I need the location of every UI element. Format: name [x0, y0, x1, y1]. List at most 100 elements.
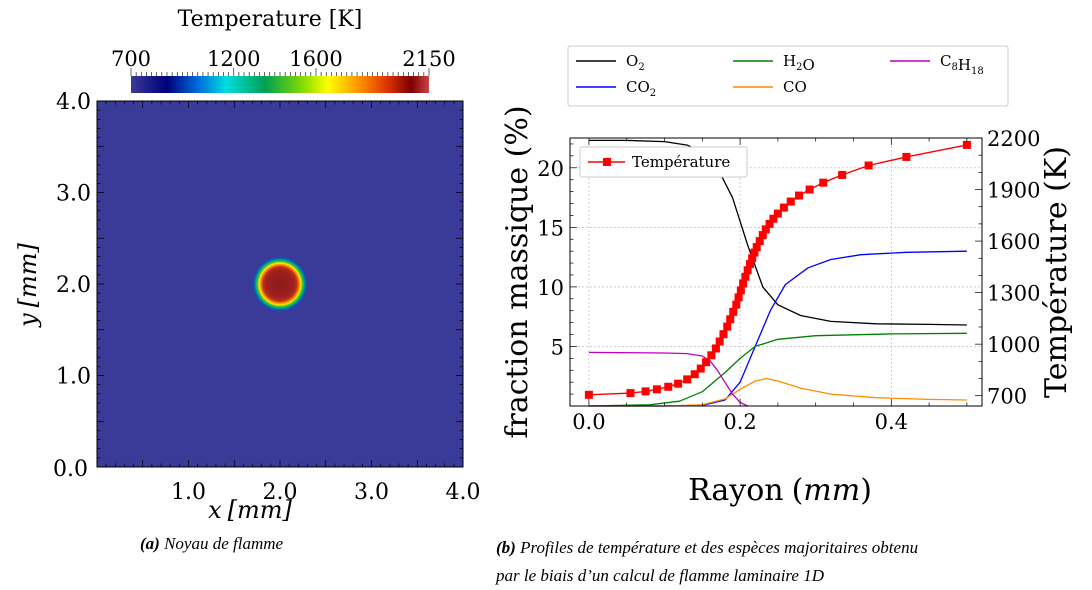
- series-line-0: [588, 139, 967, 326]
- temperature-point: [743, 266, 752, 275]
- temperature-point: [752, 243, 761, 252]
- colorbar-minor-ticks: [130, 68, 430, 76]
- temperature-point: [819, 178, 828, 187]
- temperature-point: [741, 272, 750, 281]
- temperature-point: [750, 248, 759, 257]
- temperature-markers: [584, 140, 971, 399]
- colorbar-tick-label: 1200: [207, 47, 260, 71]
- temperature-point: [734, 293, 743, 302]
- legend-item: O2: [576, 52, 645, 73]
- heatmap-x-var: x: [208, 496, 222, 524]
- temperature-legend: [579, 146, 748, 178]
- colorbar-label: Temperature [K]: [178, 7, 363, 32]
- temperature-legend-marker: [603, 158, 611, 166]
- temperature-point: [745, 260, 754, 269]
- figure: Temperature [K] 700 1200 1600 2150 1.0 2.0 3.…: [14, 7, 1074, 524]
- temperature-point: [711, 344, 720, 353]
- temperature-point: [719, 330, 728, 339]
- temperature-point: [769, 214, 778, 223]
- temperature-legend-label: Température: [632, 153, 730, 171]
- heatmap-y-var: y: [14, 313, 42, 328]
- x-tick-label: 0.4: [875, 410, 908, 434]
- temperature-point: [702, 358, 711, 367]
- y2-tick-label: 2200: [987, 127, 1040, 151]
- legend-label: CO2: [626, 78, 656, 99]
- temperature-point: [626, 389, 635, 398]
- line-chart-ticks: [570, 137, 982, 406]
- temperature-point: [779, 203, 788, 212]
- y-tick-label: 5: [551, 335, 564, 359]
- line-chart-x-label: Rayon (mm): [688, 473, 872, 508]
- temperature-point: [652, 385, 661, 394]
- temperature-point: [690, 370, 699, 379]
- colorbar-tick-label: 2150: [402, 47, 455, 71]
- y2-tick-labels: 700 1000 1300 1600 1900 2200: [987, 127, 1040, 409]
- heatmap-x-label: x [mm]: [208, 496, 292, 524]
- series-line-4: [588, 351, 748, 407]
- temperature-point: [715, 337, 724, 346]
- line-chart-y-label: fraction massique (%): [500, 105, 535, 438]
- temperature-point: [765, 219, 774, 228]
- caption-b: (b) Profiles de température et des espèc…: [496, 534, 1092, 590]
- heatmap-y-tick-label: 4.0: [56, 90, 91, 115]
- x-tick-labels: 0.0 0.2 0.4: [572, 410, 908, 434]
- temperature-point: [736, 286, 745, 295]
- temperature-point: [805, 185, 814, 194]
- series-line-1: [588, 250, 967, 407]
- temperature-point: [755, 237, 764, 246]
- temperature-point: [729, 307, 738, 316]
- y-tick-label: 15: [537, 216, 564, 240]
- legend-item: CO2: [576, 78, 656, 99]
- flame-kernel: [252, 256, 308, 312]
- heatmap-y-tick-labels: 1.0 2.0 3.0 4.0: [56, 90, 91, 390]
- x-tick-label: 0.0: [572, 410, 605, 434]
- caption-a-tag: (a): [140, 534, 160, 553]
- caption-b-tag: (b): [496, 538, 516, 557]
- species-legend-items: O2 CO2 H2O CO C8H18: [576, 52, 984, 99]
- caption-a-text: Noyau de flamme: [164, 534, 284, 553]
- series-line-5: [588, 144, 968, 396]
- series-line-2: [588, 332, 967, 407]
- temperature-point: [732, 300, 741, 309]
- x-label-unit: mm: [803, 473, 860, 508]
- y2-tick-label: 1900: [987, 179, 1040, 203]
- colorbar: [131, 76, 429, 93]
- legend-label: O2: [626, 52, 645, 73]
- line-chart-panel: O2 CO2 H2O CO C8H18 0.0 0.2 0.4 5 10 15 20 700 100…: [500, 45, 1074, 508]
- heatmap-x-tick-label: 3.0: [354, 480, 389, 505]
- y2-tick-label: 1300: [987, 282, 1040, 306]
- temperature-point: [726, 315, 735, 324]
- y-tick-labels: 5 10 15 20: [537, 157, 564, 360]
- plot-frame: [569, 137, 983, 407]
- heatmap-panel: Temperature [K] 700 1200 1600 2150 1.0 2.0 3.…: [14, 7, 481, 524]
- temperature-point: [674, 379, 683, 388]
- temperature-point: [786, 197, 795, 206]
- temperature-point: [683, 375, 692, 384]
- temperature-point: [664, 382, 673, 391]
- grid: [570, 138, 982, 406]
- temperature-point: [962, 140, 971, 149]
- legend-item: CO: [733, 78, 807, 96]
- heatmap-ticks: [96, 100, 464, 468]
- heatmap-x-tick-labels: 1.0 2.0 3.0 4.0: [171, 480, 481, 505]
- y-tick-label: 20: [537, 157, 564, 181]
- heatmap-x-unit: [mm]: [228, 496, 293, 524]
- temperature-point: [864, 161, 873, 170]
- colorbar-tick-labels: 700 1200 1600 2150: [111, 47, 456, 71]
- colorbar-tick-label: 1600: [289, 47, 342, 71]
- temperature-point: [707, 351, 716, 360]
- series-lines: [588, 139, 968, 407]
- temperature-point: [696, 364, 705, 373]
- caption-b-line2: par le biais d’un calcul de flamme lamin…: [496, 566, 824, 585]
- temperature-point: [641, 387, 650, 396]
- caption-a: (a) Noyau de flamme: [140, 534, 440, 554]
- y2-tick-label: 700: [987, 385, 1027, 409]
- legend-item: H2O: [733, 52, 815, 74]
- temperature-point: [723, 322, 732, 331]
- heatmap-x-tick-label: 4.0: [446, 480, 481, 505]
- legend-item: C8H18: [890, 52, 984, 77]
- legend-label: CO: [783, 78, 807, 96]
- caption-b-line1: Profiles de température et des espèces m…: [520, 538, 919, 557]
- temperature-point: [773, 209, 782, 218]
- legend-label: C8H18: [940, 52, 984, 77]
